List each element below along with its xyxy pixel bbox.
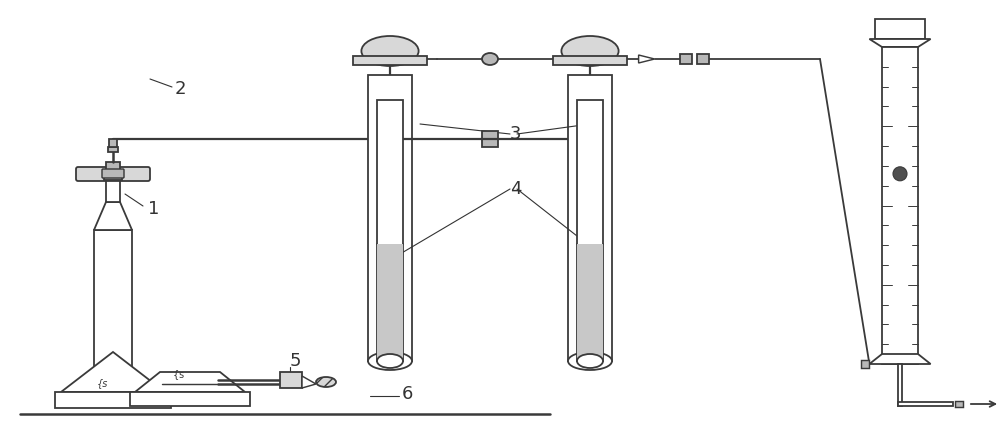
Bar — [568, 75, 612, 361]
Text: $\{$s: $\{$s — [172, 368, 184, 382]
Text: 2: 2 — [175, 80, 186, 98]
Bar — [106, 180, 120, 202]
Bar — [861, 360, 869, 368]
Bar — [898, 364, 902, 406]
Polygon shape — [302, 376, 316, 388]
Bar — [882, 47, 918, 364]
Bar — [697, 54, 709, 64]
Polygon shape — [61, 352, 165, 392]
Bar — [109, 139, 117, 147]
Ellipse shape — [561, 36, 619, 66]
Ellipse shape — [377, 354, 403, 368]
Bar — [577, 243, 603, 361]
Bar — [955, 401, 963, 407]
Ellipse shape — [482, 53, 498, 65]
Bar — [353, 56, 427, 65]
Polygon shape — [869, 354, 931, 364]
Text: {s: {s — [97, 378, 109, 388]
Text: 5: 5 — [290, 352, 302, 370]
Bar — [104, 170, 122, 180]
Bar — [377, 243, 403, 361]
Polygon shape — [639, 55, 655, 63]
Bar — [482, 131, 498, 147]
Circle shape — [893, 167, 907, 181]
Bar — [130, 392, 250, 406]
Bar — [577, 100, 603, 361]
Bar — [377, 100, 403, 361]
Text: 6: 6 — [402, 385, 413, 403]
Bar — [108, 147, 118, 152]
Bar — [55, 392, 171, 408]
Ellipse shape — [316, 377, 336, 387]
Ellipse shape — [361, 36, 419, 66]
Polygon shape — [135, 372, 245, 392]
FancyBboxPatch shape — [76, 167, 150, 181]
Ellipse shape — [368, 352, 412, 370]
Ellipse shape — [568, 352, 612, 370]
Bar — [680, 54, 692, 64]
Bar — [875, 19, 925, 39]
Bar — [94, 230, 132, 374]
Bar — [280, 372, 302, 388]
Bar — [898, 402, 953, 406]
Ellipse shape — [577, 354, 603, 368]
Text: 1: 1 — [148, 200, 159, 218]
Bar — [368, 75, 412, 361]
Polygon shape — [869, 39, 931, 47]
FancyBboxPatch shape — [102, 169, 124, 178]
Text: 3: 3 — [510, 125, 522, 143]
Bar — [553, 56, 627, 65]
Bar — [106, 162, 120, 170]
Polygon shape — [94, 202, 132, 230]
Text: 4: 4 — [510, 180, 522, 198]
